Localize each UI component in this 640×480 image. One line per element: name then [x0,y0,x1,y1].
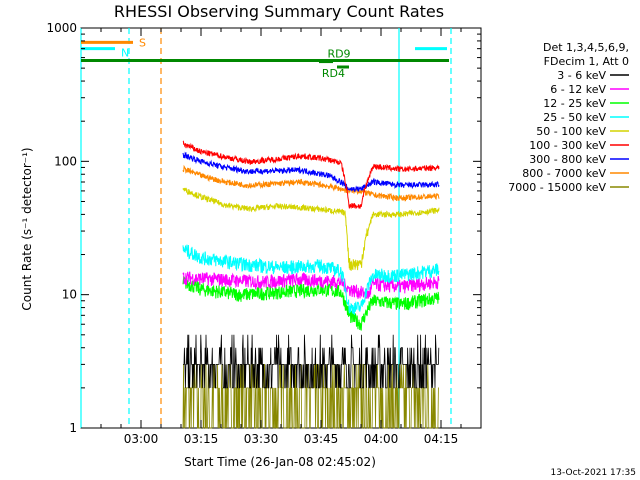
flag-label-1: N [121,47,129,60]
series-line-3 [182,244,440,315]
legend-entry-label: 6 - 12 keV [550,83,606,96]
x-tick-label: 03:15 [184,432,219,446]
series-line-7 [182,164,440,202]
flag-label-4: RD9 [327,48,350,61]
y-tick-label: 1000 [46,21,77,35]
series-line-5 [182,140,440,210]
x-tick-label: 04:00 [364,432,399,446]
series-line-0 [183,334,440,389]
legend-entry-label: 12 - 25 keV [543,97,606,110]
legend-entry-label: 3 - 6 keV [557,69,606,82]
y-axis-ticks: 1 10 100 1000 [46,21,481,435]
legend-header-line: Det 1,3,4,5,6,9, [543,41,629,54]
flag-label-0: S [139,36,146,49]
x-tick-label: 03:00 [124,432,159,446]
flag-label-5: RD4 [322,67,345,80]
series-line-1 [182,271,440,299]
y-axis-label: Count Rate (s⁻¹ detector⁻¹) [20,147,34,310]
legend-entry-label: 100 - 300 keV [529,139,606,152]
x-tick-label: 04:15 [424,432,459,446]
series-line-6 [182,151,440,192]
legend-entry-label: 7000 - 15000 keV [508,181,606,194]
y-tick-label: 100 [54,154,77,168]
chart-title: RHESSI Observing Summary Count Rates [114,2,444,21]
legend: Det 1,3,4,5,6,9,FDecim 1, Att 03 - 6 keV… [508,41,629,194]
footer-timestamp: 13-Oct-2021 17:35 [551,468,636,478]
y-tick-label: 1 [69,421,77,435]
y-tick-label: 10 [62,288,77,302]
x-tick-label: 03:30 [244,432,279,446]
series-line-4 [182,187,440,271]
legend-entry-label: 25 - 50 keV [543,111,606,124]
x-axis-ticks: 03:00 03:15 03:30 03:45 04:00 04:15 [100,28,462,446]
series-line-2 [182,276,440,331]
series-line-8 [182,364,439,429]
legend-entry-label: 50 - 100 keV [536,125,606,138]
legend-entry-label: 800 - 7000 keV [522,167,606,180]
x-tick-label: 03:45 [304,432,339,446]
plot-area: SN RD9 RD4 [80,27,482,429]
legend-entry-label: 300 - 800 keV [529,153,606,166]
x-axis-label: Start Time (26-Jan-08 02:45:02) [184,455,376,469]
legend-header-line: FDecim 1, Att 0 [544,55,629,68]
